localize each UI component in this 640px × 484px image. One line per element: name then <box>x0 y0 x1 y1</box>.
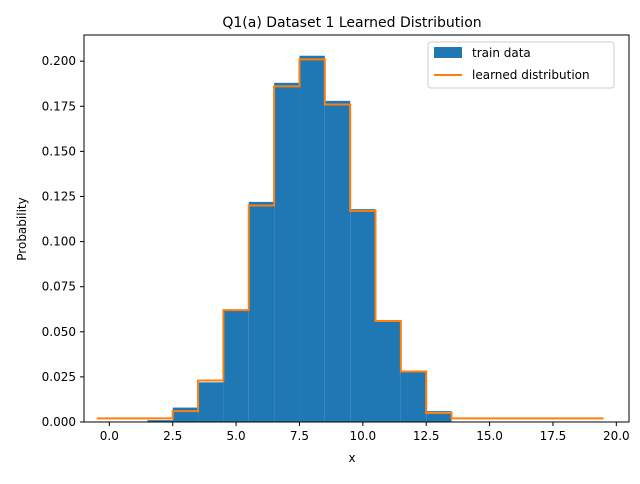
histogram-bar <box>375 320 401 422</box>
histogram-bar <box>299 55 325 422</box>
x-tick-label: 12.5 <box>413 429 440 443</box>
x-tick-label: 17.5 <box>540 429 567 443</box>
x-tick-label: 20.0 <box>603 429 630 443</box>
x-tick-label: 2.5 <box>163 429 182 443</box>
x-axis: 0.0 2.5 5.0 7.5 10.0 12.5 15.0 17.5 20.0 <box>100 422 630 443</box>
learned-distribution-step-line <box>96 58 604 420</box>
histogram-bar <box>426 411 452 422</box>
y-tick-label: 0.025 <box>42 370 76 384</box>
plot-frame <box>83 34 630 423</box>
histogram-bar <box>400 371 427 422</box>
legend-swatch-train-data <box>434 47 462 58</box>
histogram-bar <box>350 209 376 422</box>
histogram-bar <box>147 420 173 422</box>
histogram-bar <box>324 100 351 422</box>
y-tick-label: 0.050 <box>42 325 76 339</box>
y-tick-label: 0.125 <box>42 189 76 203</box>
x-axis-label: x <box>348 451 355 465</box>
histogram-bar <box>223 310 249 422</box>
legend: train data learned distribution <box>427 41 615 89</box>
y-axis-label: Probability <box>15 197 29 260</box>
x-tick-label: 15.0 <box>476 429 503 443</box>
histogram-bar <box>274 82 300 422</box>
y-axis: 0.000 0.025 0.050 0.075 0.100 0.125 0.150 0.175… <box>42 54 84 429</box>
legend-label-learned-distribution: learned distribution <box>472 68 590 82</box>
learned-distribution-line <box>96 58 604 420</box>
x-tick-label: 0.0 <box>100 429 119 443</box>
legend-label-train-data: train data <box>472 46 531 60</box>
x-tick-label: 5.0 <box>227 429 246 443</box>
chart-title: Q1(a) Dataset 1 Learned Distribution <box>222 15 481 31</box>
y-tick-label: 0.200 <box>42 54 76 68</box>
train-data-bars <box>147 55 452 422</box>
y-tick-label: 0.175 <box>42 99 76 113</box>
y-tick-label: 0.000 <box>42 415 76 429</box>
histogram-bar <box>172 407 199 422</box>
x-tick-label: 10.0 <box>349 429 376 443</box>
x-tick-label: 7.5 <box>290 429 309 443</box>
histogram-bar <box>198 382 224 422</box>
legend-box <box>427 41 615 89</box>
y-tick-label: 0.150 <box>42 144 76 158</box>
y-tick-label: 0.075 <box>42 280 76 294</box>
histogram-bar <box>248 201 275 422</box>
y-tick-label: 0.100 <box>42 235 76 249</box>
